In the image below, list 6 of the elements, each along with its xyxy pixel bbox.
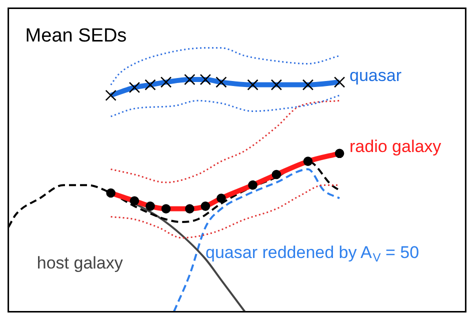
point xyxy=(106,188,116,198)
text: host galaxy xyxy=(36,253,124,272)
chart-title: Mean SEDs xyxy=(25,26,127,47)
series-label: radio galaxy xyxy=(350,137,442,156)
series-label: quasar xyxy=(350,66,402,85)
point xyxy=(303,156,313,166)
